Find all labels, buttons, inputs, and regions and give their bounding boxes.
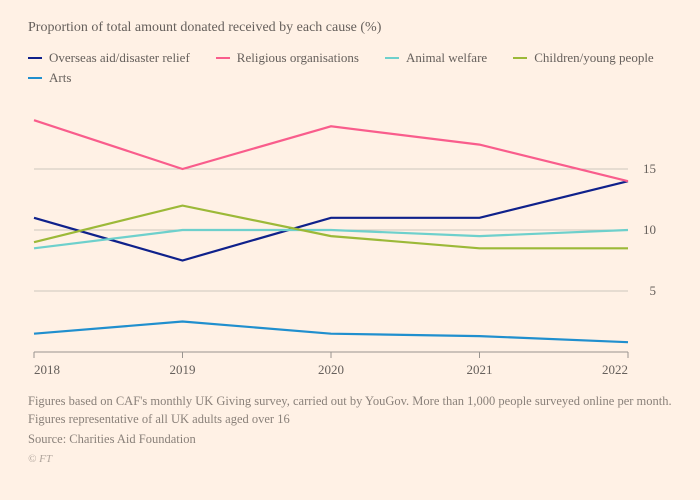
legend-label: Arts [49,70,71,86]
x-tick-label: 2020 [318,362,344,377]
chart-footnote: Figures based on CAF's monthly UK Giving… [28,392,672,428]
legend-item-overseas: Overseas aid/disaster relief [28,50,190,66]
x-tick-label: 2019 [170,362,196,377]
legend-swatch [385,57,399,60]
legend-label: Children/young people [534,50,654,66]
legend-label: Overseas aid/disaster relief [49,50,190,66]
series-animal [34,230,628,248]
series-arts [34,322,628,343]
y-tick-label: 15 [643,161,656,176]
legend-label: Animal welfare [406,50,487,66]
legend-item-religious: Religious organisations [216,50,359,66]
legend-label: Religious organisations [237,50,359,66]
y-tick-label: 10 [643,222,656,237]
line-chart: 5 10 15 2018 2019 2020 2021 2022 [28,100,668,380]
legend-swatch [513,57,527,60]
x-tick-label: 2021 [467,362,493,377]
y-tick-label: 5 [650,283,657,298]
series-religious [34,120,628,181]
chart-area: 5 10 15 2018 2019 2020 2021 2022 [28,100,668,380]
legend-item-arts: Arts [28,70,71,86]
legend-item-animal: Animal welfare [385,50,487,66]
x-tick-label: 2022 [602,362,628,377]
legend: Overseas aid/disaster relief Religious or… [28,50,672,86]
chart-subtitle: Proportion of total amount donated recei… [28,20,672,36]
legend-item-children: Children/young people [513,50,654,66]
chart-copyright: © FT [28,453,672,465]
series-children [34,206,628,249]
legend-swatch [28,77,42,80]
legend-swatch [216,57,230,60]
chart-source: Source: Charities Aid Foundation [28,432,672,447]
legend-swatch [28,57,42,60]
x-tick-label: 2018 [34,362,60,377]
